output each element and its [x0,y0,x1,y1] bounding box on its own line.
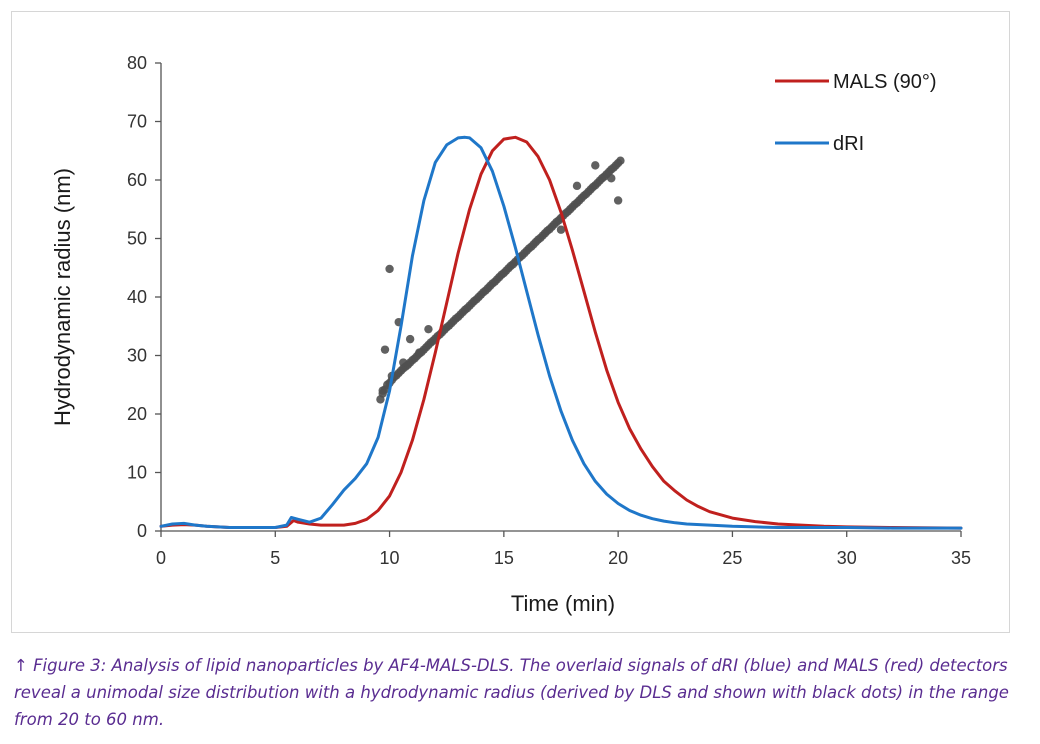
x-tick-label: 5 [270,548,280,568]
axes: 0 10 20 30 40 50 60 70 80 0 5 10 15 20 25 30 35 Time (min… [50,53,971,616]
dls-data-point [378,386,387,395]
y-tick-label: 0 [137,521,147,541]
dls-data-point [399,358,408,367]
dls-data-point [424,324,433,334]
series-lines [159,135,963,530]
x-tick-label: 30 [837,548,857,568]
series-line-mals-90 [159,135,963,530]
x-tick-label: 20 [608,548,628,568]
dls-data-point [556,225,566,234]
y-axis-title: Hydrodynamic radius (nm) [50,168,75,426]
series-line-dri [159,135,963,530]
x-tick-label: 25 [722,548,742,568]
legend-label-dri: dRI [833,133,864,155]
x-tick-label: 10 [380,548,400,568]
dls-data-point [415,348,424,357]
y-tick-label: 20 [127,404,147,424]
y-tick-label: 70 [127,112,147,132]
y-tick-label: 40 [127,287,147,307]
dls-data-point [405,334,415,344]
y-tick-label: 60 [127,170,147,190]
y-tick-label: 80 [127,53,147,73]
legend-label-mals-90: MALS (90°) [833,71,937,93]
x-tick-label: 0 [156,548,166,568]
dls-data-point [613,196,623,205]
x-tick-label: 15 [494,548,514,568]
y-tick-label: 30 [127,346,147,366]
chart: 0 10 20 30 40 50 60 70 80 0 5 10 15 20 25 30 35 Time (min… [50,53,971,616]
figure-caption: ↑ Figure 3: Analysis of lipid nanopartic… [14,656,1009,729]
y-tick-label: 10 [127,463,147,483]
dls-data-point [607,174,616,183]
x-axis-title: Time (min) [511,591,615,616]
dls-data-point [380,345,390,354]
figure-panel: 0 10 20 30 40 50 60 70 80 0 5 10 15 20 25 30 35 Time (min… [11,11,1010,633]
y-tick-label: 50 [127,229,147,249]
dls-data-point [591,161,600,170]
dls-data-point [572,181,582,191]
dls-data-point [385,264,394,274]
dls-data-point [616,156,625,165]
x-tick-label: 35 [951,548,971,568]
legend: MALS (90°) dRI [775,71,937,155]
